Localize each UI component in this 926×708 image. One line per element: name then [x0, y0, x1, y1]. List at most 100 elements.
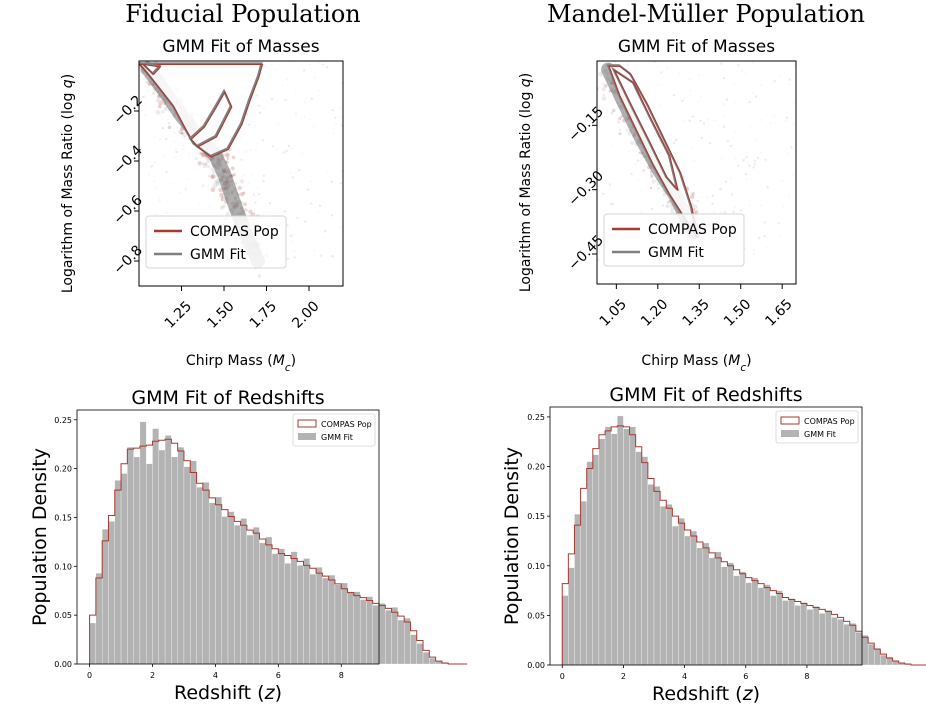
population-point [163, 154, 167, 157]
population-point [220, 196, 226, 202]
population-point [601, 230, 604, 234]
population-point [720, 187, 723, 191]
population-point [158, 196, 161, 200]
gmm-bar [568, 567, 575, 666]
population-point [219, 193, 224, 198]
population-point [759, 83, 762, 87]
population-point [150, 165, 153, 168]
gmm-bar [171, 456, 178, 665]
population-point [649, 186, 653, 190]
x-tick-label: 1.75 [247, 298, 280, 331]
population-point [745, 177, 748, 181]
legend-compas-swatch [780, 416, 800, 425]
population-point [712, 211, 716, 214]
population-point [142, 95, 145, 99]
legend-compas-label: COMPAS Pop [321, 420, 372, 429]
mass-plot-frame [138, 60, 344, 287]
population-point [754, 137, 757, 141]
population-point [156, 99, 159, 103]
population-point [734, 130, 737, 133]
population-point [237, 185, 242, 191]
population-point [208, 168, 212, 171]
y-axis-label: Logarithm of Mass Ratio (log q) [60, 74, 76, 293]
gmm-bar [253, 527, 260, 665]
population-point [769, 122, 772, 125]
gmm-bar [574, 514, 581, 666]
population-point [636, 159, 640, 162]
population-point [229, 147, 233, 151]
gmm-bar [800, 602, 808, 666]
population-point [270, 97, 274, 101]
population-point [180, 132, 184, 135]
legend-gmm-label: GMM Fit [804, 430, 836, 439]
population-point [166, 118, 170, 122]
x-axis-label: Chirp Mass (Mc) [641, 353, 751, 374]
population-point [240, 158, 243, 161]
gmm-bar [684, 535, 691, 666]
column-title-mandel-muller: Mandel-Müller Population [547, 0, 865, 28]
population-point [142, 244, 145, 247]
population-point [322, 235, 325, 239]
population-point [751, 61, 754, 64]
x-tick-label: 0 [560, 672, 565, 681]
population-point [792, 122, 796, 125]
population-point [677, 72, 681, 75]
gmm-bar [770, 595, 777, 666]
x-tick-label: 8 [339, 671, 344, 680]
gmm-bar [89, 622, 97, 665]
x-tick-label: 0 [87, 671, 92, 680]
gmm-bar [763, 584, 771, 666]
population-point [639, 190, 642, 193]
hist-title: GMM Fit of Redshifts [609, 384, 802, 406]
contour-fill [190, 91, 231, 146]
redshift-panel-fiducial: GMM Fit of Redshifts 0 2 4 6 8 0.00 0.05 0.10 0.1… [29, 387, 468, 704]
y-tick-label: 0.25 [54, 416, 72, 425]
population-point [753, 163, 756, 166]
x-axis-label: Redshift (z) [652, 683, 760, 705]
population-point [153, 213, 157, 216]
population-point [216, 182, 220, 187]
y-axis-label: Population Density [29, 448, 51, 626]
gmm-bar [739, 571, 746, 666]
gmm-bar [202, 482, 210, 665]
population-point [163, 107, 168, 111]
population-point [607, 91, 610, 94]
gmm-bar [678, 517, 685, 666]
gmm-bar [837, 619, 844, 666]
gmm-bar [366, 596, 373, 665]
population-point [179, 191, 182, 194]
gmm-bar [227, 511, 235, 665]
population-point [690, 146, 693, 149]
population-point [723, 211, 727, 214]
population-point [287, 144, 291, 148]
population-point [165, 170, 168, 174]
population-point [159, 113, 162, 116]
population-point [211, 175, 215, 179]
x-tick-label: 1.65 [762, 296, 795, 329]
population-point [748, 204, 751, 207]
gmm-bar [271, 553, 279, 665]
population-point [657, 187, 660, 190]
gmm-bar [727, 562, 734, 666]
population-point [339, 225, 343, 229]
y-tick-label: −0.6 [110, 192, 145, 227]
population-point [617, 120, 621, 124]
population-point [737, 164, 740, 168]
population-point [257, 274, 262, 278]
population-point [610, 202, 613, 205]
population-point [657, 104, 661, 108]
compas-contour [141, 63, 162, 76]
gmm-bar [278, 548, 285, 665]
gmm-bar [378, 603, 386, 665]
population-point [144, 80, 148, 84]
population-point [290, 240, 293, 243]
contour-fill [608, 65, 697, 237]
gmm-bar [359, 599, 367, 665]
population-point [332, 132, 335, 135]
population-point [674, 138, 678, 142]
population-point [215, 180, 220, 185]
population-point [785, 116, 789, 120]
population-point [204, 162, 208, 166]
population-point [340, 123, 343, 127]
gmm-bar [812, 606, 820, 666]
